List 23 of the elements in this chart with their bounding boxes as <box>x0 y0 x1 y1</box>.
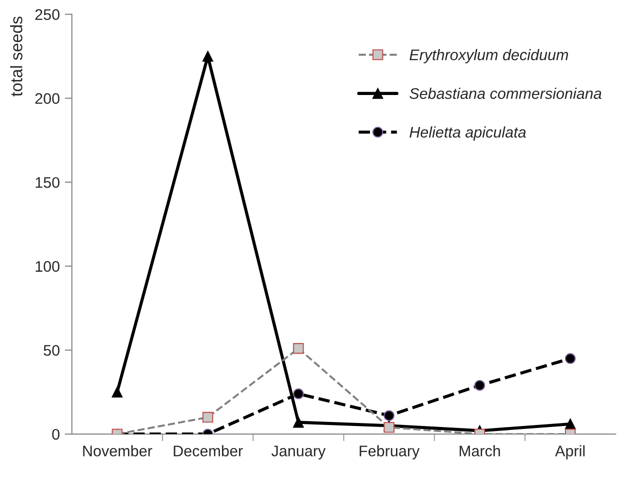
y-tick-label: 150 <box>36 177 60 188</box>
point <box>474 380 486 391</box>
y-axis-title: total seeds <box>10 16 22 96</box>
y-tick-label: 0 <box>52 428 60 440</box>
x-tick-label: December <box>174 445 243 456</box>
y-tick-label: 200 <box>35 93 60 104</box>
x-tick-label: January <box>272 446 326 460</box>
x-tick-label: March <box>460 445 500 456</box>
legend-label: Helietta apiculata <box>410 126 526 141</box>
point <box>202 50 214 62</box>
point <box>384 410 394 421</box>
point <box>293 416 304 428</box>
legend-label: Sebastiana commersioniana <box>410 88 602 99</box>
point <box>112 386 123 398</box>
x-tick-label: November <box>83 445 152 456</box>
legend-label: Erythroxylum deciduum <box>410 49 568 64</box>
y-tick-label: 100 <box>36 261 60 272</box>
x-tick-label: February <box>360 445 420 460</box>
y-tick-label: 50 <box>44 344 60 356</box>
x-tick-label: April <box>555 445 585 460</box>
point <box>564 353 576 364</box>
point <box>293 388 304 400</box>
y-tick-label: 250 <box>35 9 60 20</box>
